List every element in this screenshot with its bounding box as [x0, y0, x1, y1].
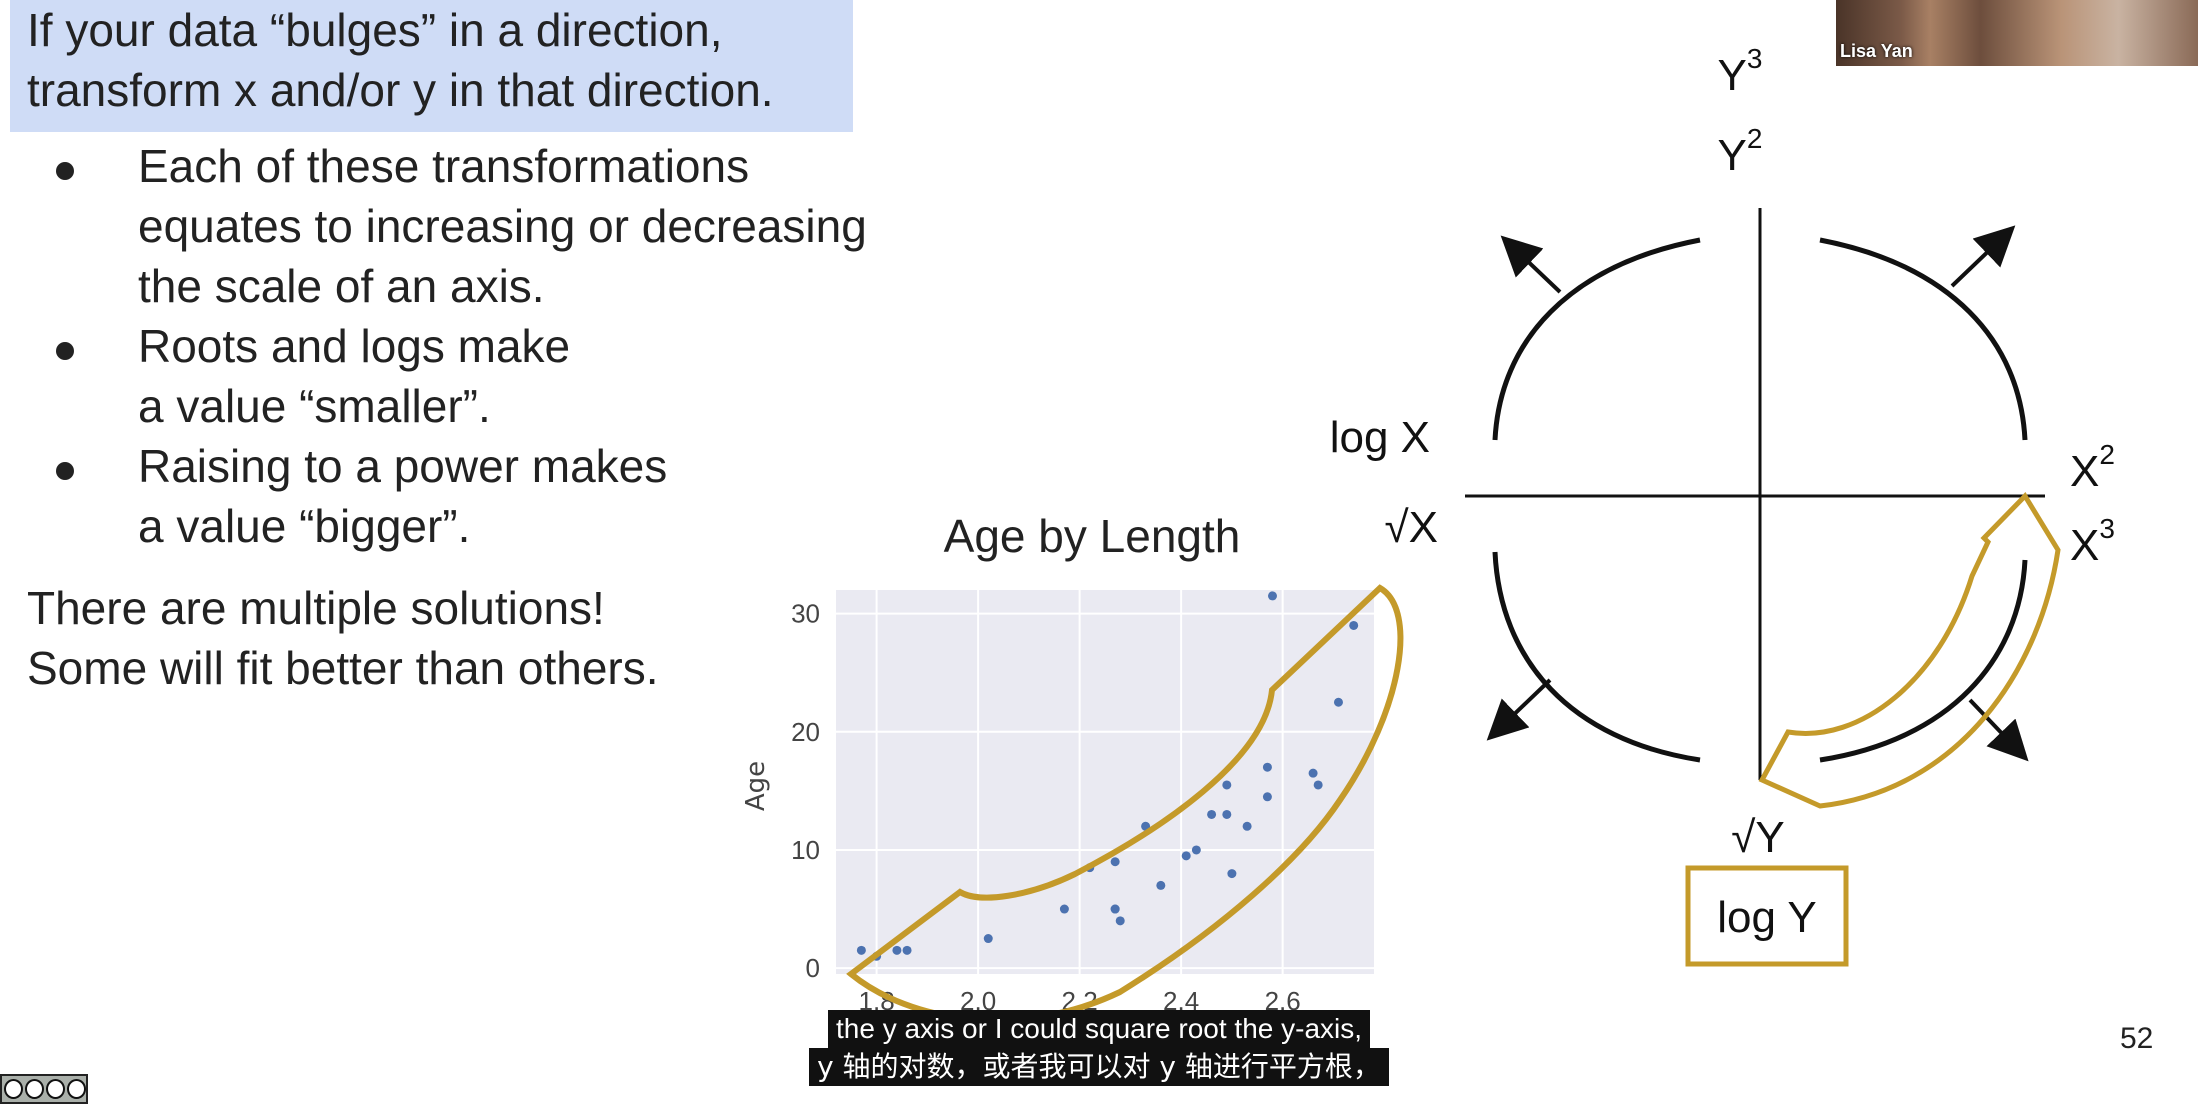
x-tick-label: 2.0 [960, 986, 996, 1016]
scatter-point [1191, 845, 1201, 855]
label-sqrty: √Y [1731, 813, 1785, 862]
grid-lines [836, 590, 1374, 974]
label-logy: log Y [1717, 893, 1817, 942]
y-axis-label: Age [741, 761, 771, 811]
bullet-line: equates to increasing or decreasing [138, 200, 867, 252]
y-tick-labels: 0 10 20 30 [791, 599, 820, 983]
closing-line-2: Some will fit better than others. [27, 642, 659, 694]
scatter-point [902, 945, 912, 955]
y-tick-label: 20 [791, 717, 820, 747]
logy-box [1685, 865, 1849, 967]
arc-top-left [1492, 237, 1701, 441]
arrow-bottom-right-icon [1968, 698, 2029, 762]
scatter-point [983, 934, 993, 944]
bullet-line: the scale of an axis. [138, 260, 545, 312]
scatter-point [1333, 697, 1343, 707]
scatter-point [1313, 780, 1323, 790]
scatter-point [1110, 857, 1120, 867]
x-tick-label: 2.4 [1163, 986, 1199, 1016]
x-axis-label: Length [1060, 1025, 1150, 1055]
scatter-point [1349, 620, 1359, 630]
headline-highlight [10, 0, 853, 132]
scatter-point [1242, 821, 1252, 831]
bullet-list: Each of these transformations equates to… [0, 136, 940, 556]
scatter-point [1267, 591, 1277, 601]
cc-circle-icon [4, 1079, 23, 1099]
label-y3: Y3 [1718, 43, 1763, 100]
creative-commons-license-icon [0, 1074, 88, 1104]
arc-top-right [1819, 237, 2028, 441]
slide-headline: If your data “bulges” in a direction, tr… [27, 0, 774, 120]
scatter-point [1181, 851, 1191, 861]
x-tick-label: 2.6 [1265, 986, 1301, 1016]
bullet-line: a value “smaller”. [138, 380, 491, 432]
bullet-item: Each of these transformations equates to… [0, 136, 940, 316]
scatter-point [1110, 904, 1120, 914]
scatter-point [1262, 792, 1272, 802]
scatter-point [1227, 869, 1237, 879]
scatter-point [1156, 880, 1166, 890]
arc-bottom-right [1819, 559, 2028, 763]
bullet-dot-icon [56, 462, 74, 480]
bullet-line: Raising to a power makes [138, 440, 668, 492]
scatter-point [1207, 809, 1217, 819]
label-logx: log X [1330, 413, 1430, 462]
label-sqrtx: √X [1385, 503, 1439, 552]
bullet-line: Roots and logs make [138, 320, 571, 372]
arc-bottom-left [1492, 551, 1701, 763]
scatter-point [892, 945, 902, 955]
sa-circle-icon [67, 1079, 86, 1099]
scatter-point [1222, 780, 1232, 790]
scatter-point [1222, 809, 1232, 819]
y-tick-label: 0 [806, 953, 820, 983]
y-tick-label: 10 [791, 835, 820, 865]
by-circle-icon [25, 1079, 44, 1099]
arrow-top-left-icon [1500, 235, 1562, 294]
chart-title: Age by Length [944, 510, 1241, 562]
bulge-diagram: Y3 Y2 log X √X X2 X3 √Y log Y [1330, 43, 2115, 967]
scatter-points [856, 591, 1359, 961]
scatter-point [856, 945, 866, 955]
closing-text: There are multiple solutions! Some will … [27, 578, 659, 698]
closing-line-1: There are multiple solutions! [27, 582, 605, 634]
plot-background [836, 590, 1374, 974]
label-x3: X3 [2070, 513, 2115, 570]
headline-line-1: If your data “bulges” in a direction, [27, 4, 723, 56]
bullet-dot-icon [56, 342, 74, 360]
scatter-point [1308, 768, 1318, 778]
bullet-item: Roots and logs make a value “smaller”. [0, 316, 940, 436]
arrow-bottom-left-icon [1486, 678, 1552, 741]
label-x2: X2 [2070, 439, 2115, 496]
nc-circle-icon [46, 1079, 65, 1099]
scatter-point [1115, 916, 1125, 926]
page-number: 52 [2120, 1022, 2154, 1055]
bullet-dot-icon [56, 162, 74, 180]
webcam-thumbnail[interactable]: Lisa Yan [1836, 0, 2198, 66]
bullet-line: Each of these transformations [138, 140, 750, 192]
y-tick-label: 30 [791, 599, 820, 629]
arrow-top-right-icon [1950, 225, 2016, 288]
bullet-line: a value “bigger”. [138, 500, 471, 552]
participant-name: Lisa Yan [1840, 41, 1913, 61]
scatter-point [1262, 762, 1272, 772]
label-y2: Y2 [1718, 123, 1763, 180]
headline-line-2: transform x and/or y in that direction. [27, 64, 774, 116]
highlight-outline [1758, 491, 2061, 809]
bullet-item: Raising to a power makes a value “bigger… [0, 436, 940, 556]
scatter-point [1059, 904, 1069, 914]
